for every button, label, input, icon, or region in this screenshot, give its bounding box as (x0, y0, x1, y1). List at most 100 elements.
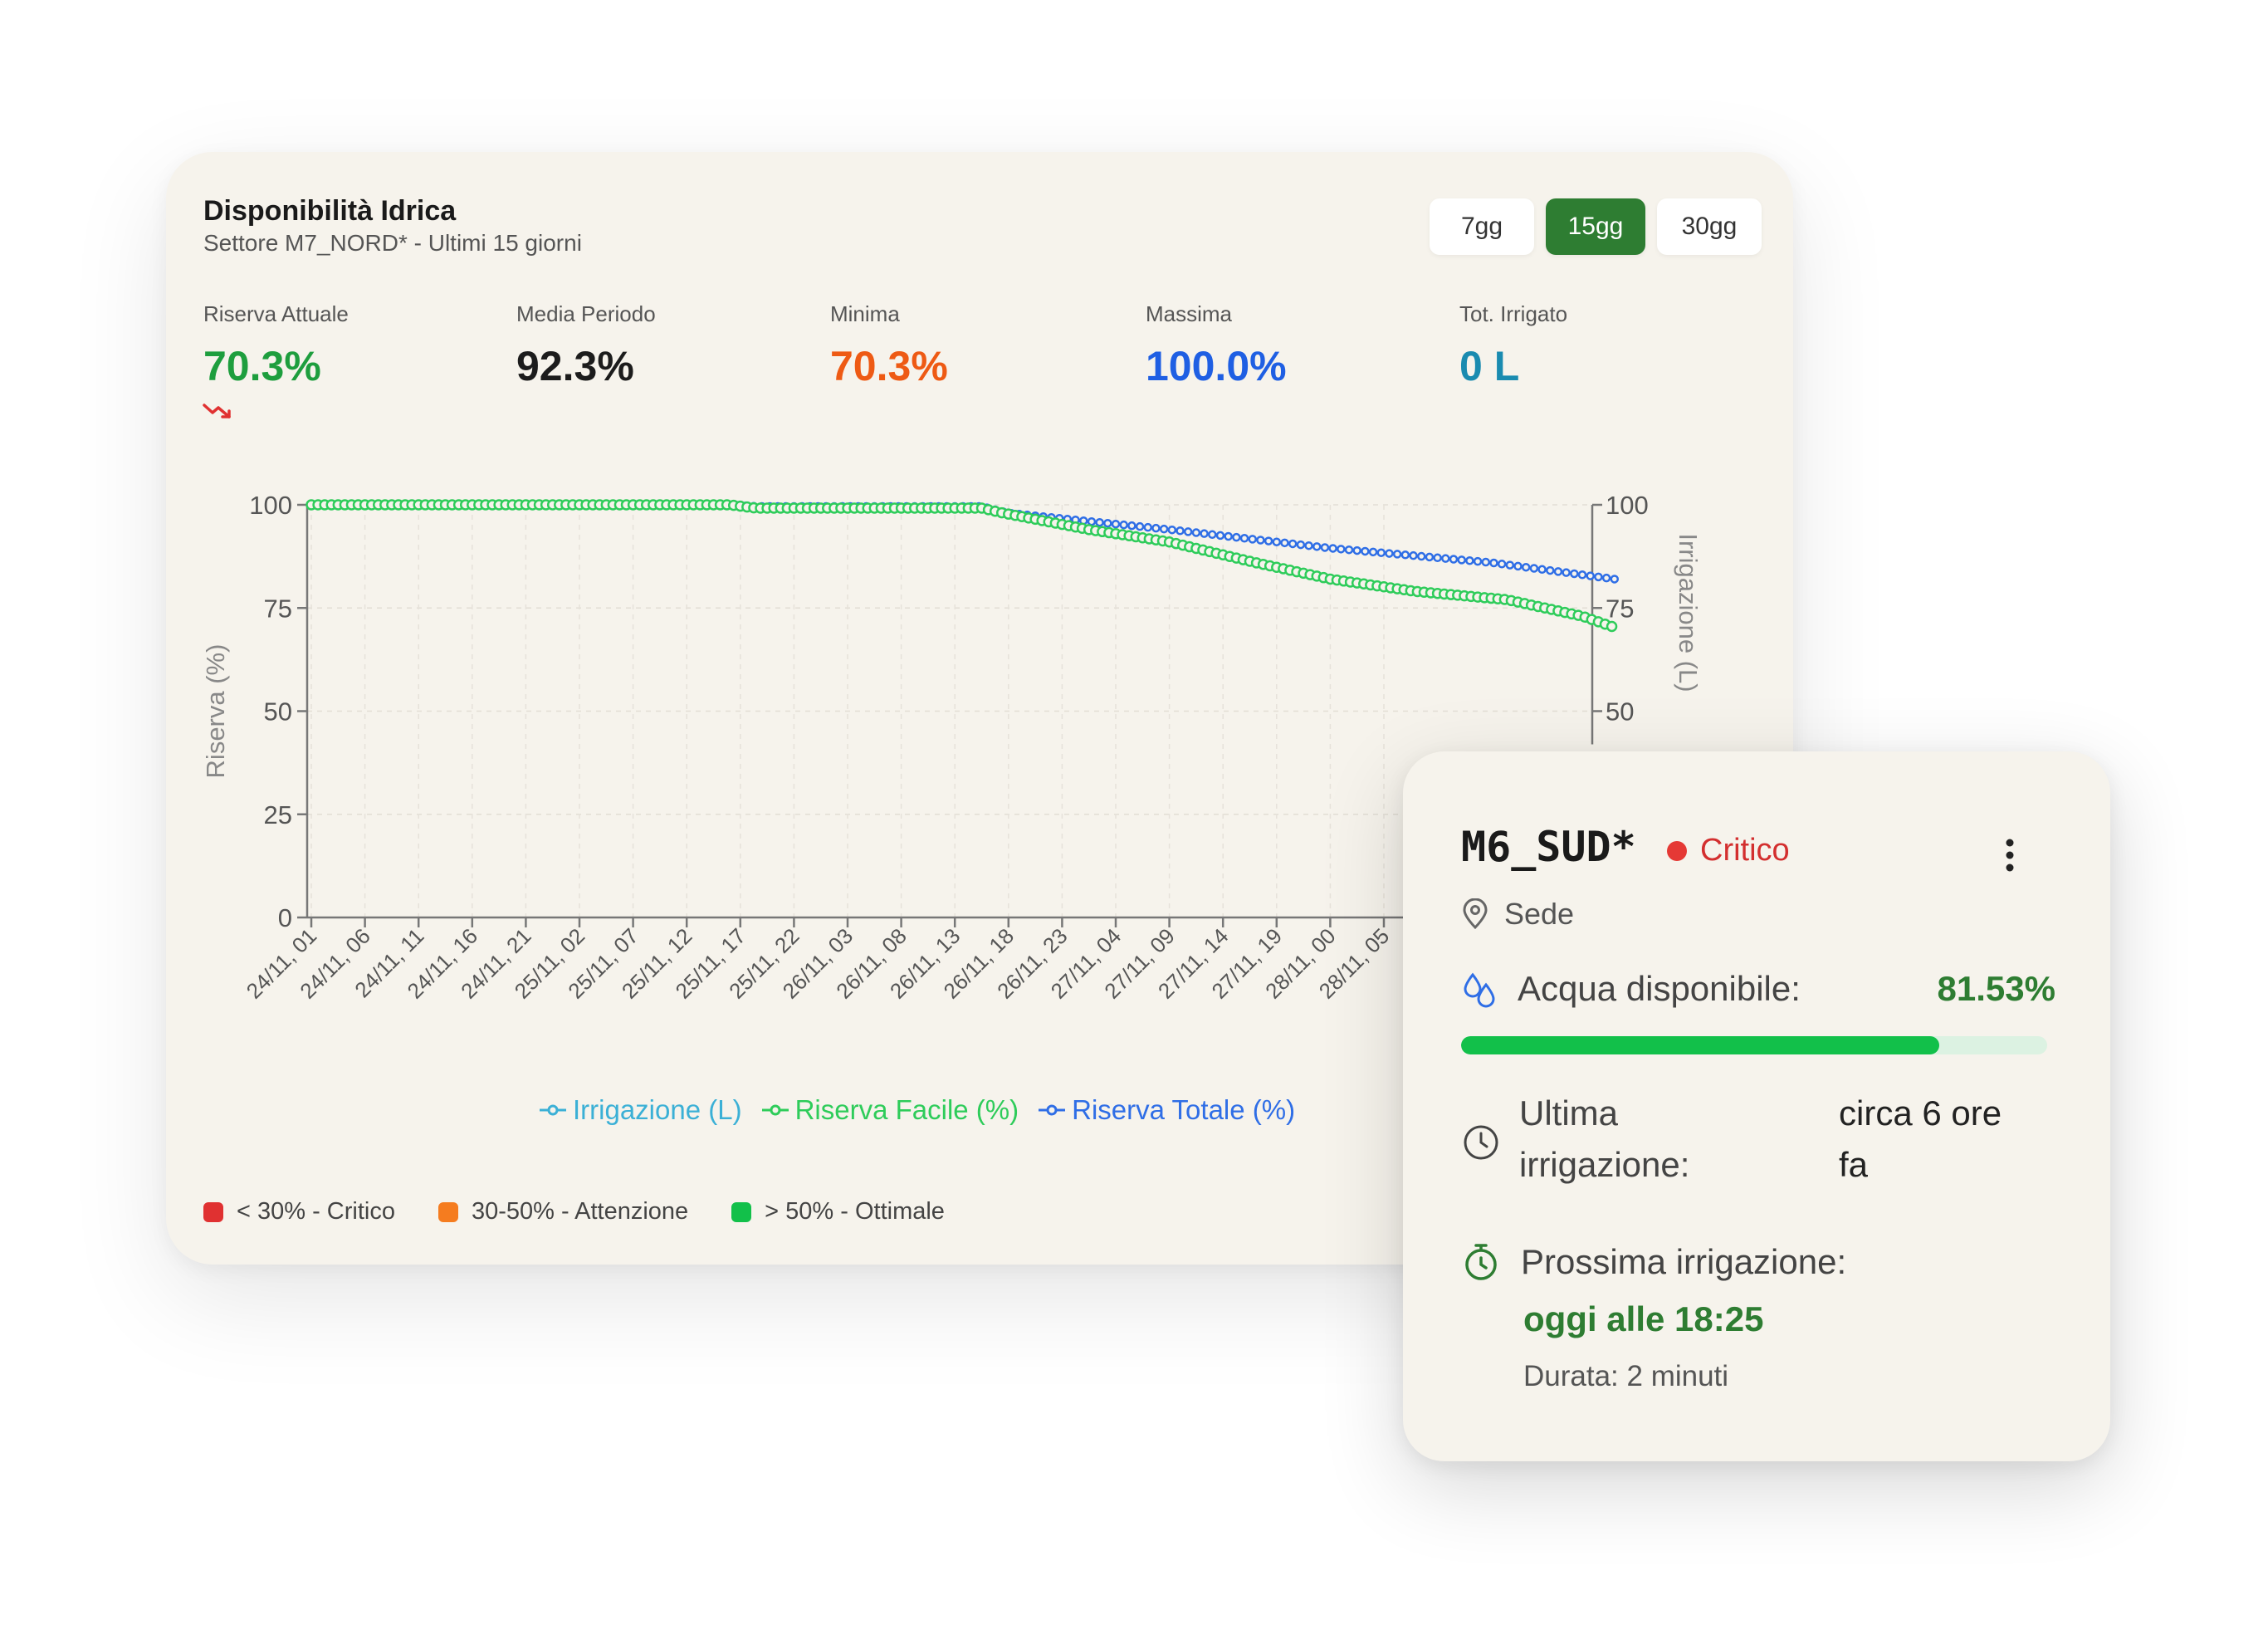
data-point (1505, 560, 1515, 570)
stat-value: 70.3% (203, 343, 321, 389)
data-point (1232, 532, 1241, 542)
data-point (1288, 539, 1298, 549)
data-point (1465, 556, 1474, 565)
range-7-days-button[interactable]: 7gg (1430, 198, 1534, 255)
data-point (1176, 526, 1185, 536)
zone-attention: 30-50% - Attenzione (437, 1198, 688, 1226)
legend-item-irrigation[interactable]: Irrigazione (L) (540, 1094, 742, 1126)
data-point (1272, 537, 1282, 546)
legend-label: Irrigazione (L) (573, 1094, 742, 1125)
more-options-icon[interactable] (1997, 834, 2022, 876)
data-point (1135, 521, 1145, 531)
data-point (1159, 524, 1169, 534)
sector-status-card[interactable]: M6_SUD* Critico Sede Acqua disponibile: … (1403, 751, 2110, 1461)
stopwatch-icon (1465, 1244, 1497, 1280)
sector-name: M6_SUD* (1461, 823, 1636, 871)
water-progress-fill (1461, 1036, 1939, 1054)
location-row: Sede (1461, 897, 1574, 932)
data-point (1344, 545, 1354, 555)
stat-label: Massima (1146, 301, 1233, 326)
stat-value: 0 L (1459, 343, 1520, 389)
data-point (1481, 557, 1490, 567)
legend-item-total-reserve[interactable]: Riserva Totale (%) (1039, 1094, 1295, 1126)
data-point (1143, 522, 1153, 532)
data-point (1296, 540, 1306, 550)
data-point (1215, 531, 1225, 541)
data-point (1151, 523, 1161, 533)
data-point (1095, 517, 1104, 527)
y-tick-label: 0 (278, 903, 292, 932)
next-irrigation-time: oggi alle 18:25 (1523, 1299, 1764, 1338)
water-label: Acqua disponibile: (1518, 969, 1801, 1008)
data-point (1087, 516, 1097, 526)
data-point (1119, 520, 1128, 530)
stat-label: Riserva Attuale (203, 301, 349, 326)
data-point (1433, 553, 1442, 563)
last-irrigation-row: Ultima irrigazione: circa 6 ore fa (1461, 1088, 2063, 1191)
data-point (1441, 554, 1450, 563)
data-point (1457, 555, 1466, 565)
data-point (1606, 620, 1618, 633)
data-point (1497, 560, 1507, 569)
series-line (311, 503, 1615, 580)
zone-label: < 30% - Critico (237, 1198, 395, 1225)
water-value: 81.53% (1937, 969, 2055, 1008)
data-point (1473, 556, 1483, 566)
data-point (1368, 547, 1378, 557)
stat-current-reserve: Riserva Attuale 70.3% (203, 301, 349, 390)
range-15-days-button[interactable]: 15gg (1546, 198, 1645, 255)
data-point (1409, 550, 1418, 560)
zone-legend: < 30% - Critico 30-50% - Attenzione > 50… (203, 1198, 988, 1226)
stat-period-average: Media Periodo 92.3% (516, 301, 656, 390)
data-point (1570, 569, 1579, 579)
range-30-days-button[interactable]: 30gg (1657, 198, 1762, 255)
data-point (1111, 519, 1121, 529)
y-axis-title: Riserva (%) (201, 644, 230, 779)
map-pin-icon (1463, 898, 1488, 930)
data-point (1127, 521, 1136, 531)
data-point (1513, 561, 1523, 571)
next-irrigation-duration: Durata: 2 minuti (1523, 1360, 1729, 1392)
clock-icon (1464, 1125, 1498, 1160)
y-tick-label: 75 (264, 594, 292, 623)
available-water-row: Acqua disponibile: 81.53% (1461, 969, 2055, 1009)
y-tick-label: 100 (249, 491, 292, 520)
last-irrigation-value: circa 6 ore fa (1839, 1093, 2002, 1184)
data-point (1385, 549, 1394, 558)
data-point (1553, 567, 1563, 576)
next-irrigation-label: Prossima irrigazione: (1521, 1242, 1847, 1281)
data-point (1594, 572, 1603, 582)
legend-label: Riserva Facile (%) (794, 1094, 1019, 1125)
data-point (1425, 552, 1435, 562)
data-point (1200, 529, 1209, 538)
water-drops-icon (1464, 972, 1495, 1008)
status-dot-icon (1667, 840, 1687, 861)
data-point (1586, 571, 1595, 580)
y2-tick-label: 50 (1606, 697, 1634, 726)
y2-axis-title: Irrigazione (L) (1674, 533, 1703, 692)
legend-line-marker-icon (540, 1104, 566, 1116)
data-point (1546, 565, 1555, 575)
card-subtitle: Settore M7_NORD* - Ultimi 15 giorni (203, 230, 582, 256)
data-point (1489, 558, 1498, 568)
data-point (1529, 564, 1539, 573)
data-point (1416, 551, 1426, 561)
legend-label: Riserva Totale (%) (1072, 1094, 1296, 1125)
stat-value: 70.3% (830, 343, 948, 389)
status-label: Critico (1700, 833, 1790, 868)
y2-tick-label: 100 (1606, 491, 1649, 520)
data-point (1376, 548, 1386, 557)
stat-label: Minima (830, 301, 900, 326)
data-point (1320, 543, 1330, 552)
zone-color-swatch (437, 1201, 458, 1222)
data-point (1264, 536, 1273, 545)
status-badge: Critico (1667, 833, 1790, 868)
stat-total-irrigated: Tot. Irrigato 0 L (1459, 301, 1567, 390)
legend-item-easy-reserve[interactable]: Riserva Facile (%) (761, 1094, 1019, 1126)
data-point (1521, 562, 1531, 572)
zone-label: > 50% - Ottimale (765, 1198, 945, 1225)
data-point (1239, 534, 1249, 543)
data-point (1392, 550, 1402, 559)
stat-maximum: Massima 100.0% (1146, 301, 1287, 390)
data-point (1601, 573, 1611, 583)
